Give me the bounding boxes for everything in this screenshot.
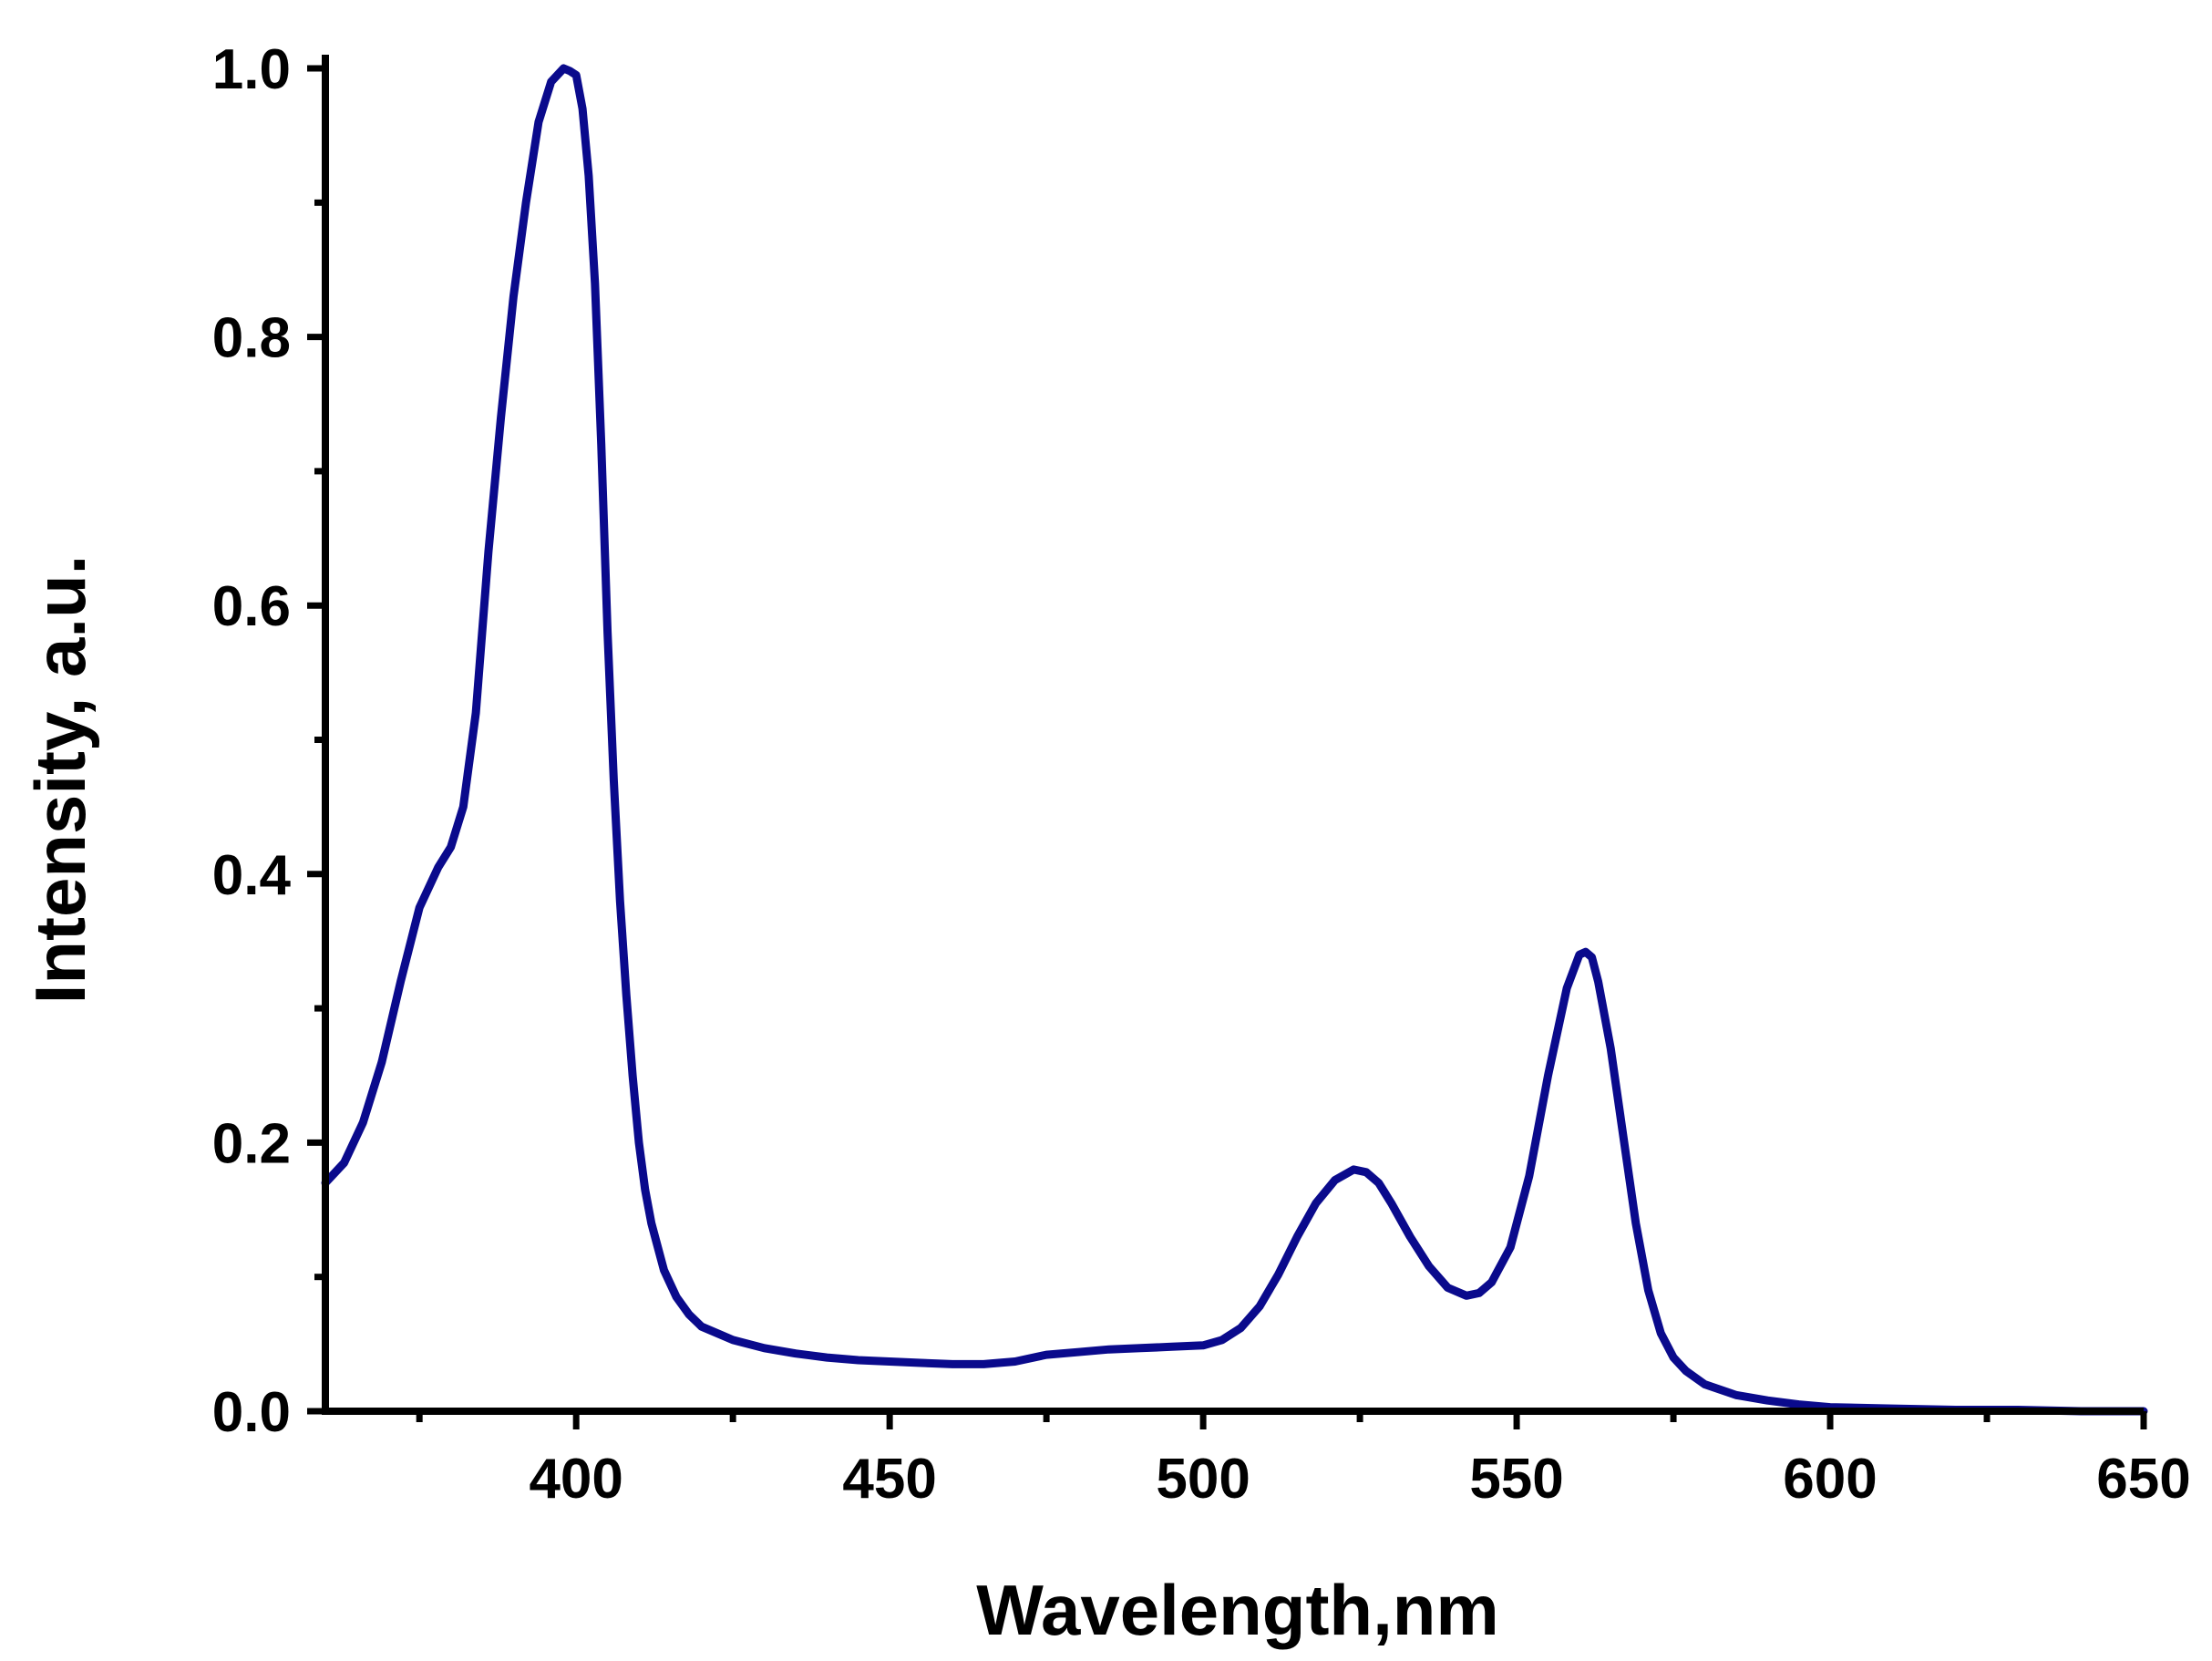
- axes-group: [322, 55, 2144, 1415]
- series-line-1: [321, 64, 2148, 1416]
- y-tick-label: 1.0: [212, 38, 291, 101]
- plot-line-group: [321, 64, 2148, 1416]
- y-axis-title: Intensity, a.u.: [20, 555, 100, 1005]
- tick-labels-group: 400 450 500 550 600 650 0.0 0.2 0.4 0.6 0.8 1.0: [212, 38, 2191, 1511]
- x-tick-label: 450: [842, 1448, 936, 1511]
- y-tick-label: 0.0: [212, 1381, 291, 1444]
- x-tick-label: 400: [529, 1448, 622, 1511]
- x-tick-label: 550: [1469, 1448, 1563, 1511]
- y-tick-label: 0.4: [212, 844, 292, 907]
- y-tick-label: 0.8: [212, 307, 291, 370]
- x-axis-title: Wavelength,nm: [976, 1570, 1499, 1650]
- x-tick-label: 600: [1783, 1448, 1877, 1511]
- x-tick-label: 500: [1156, 1448, 1250, 1511]
- y-tick-label: 0.2: [212, 1112, 291, 1175]
- ticks-group: [307, 65, 2147, 1429]
- y-tick-label: 0.6: [212, 575, 291, 638]
- x-tick-label: 650: [2096, 1448, 2190, 1511]
